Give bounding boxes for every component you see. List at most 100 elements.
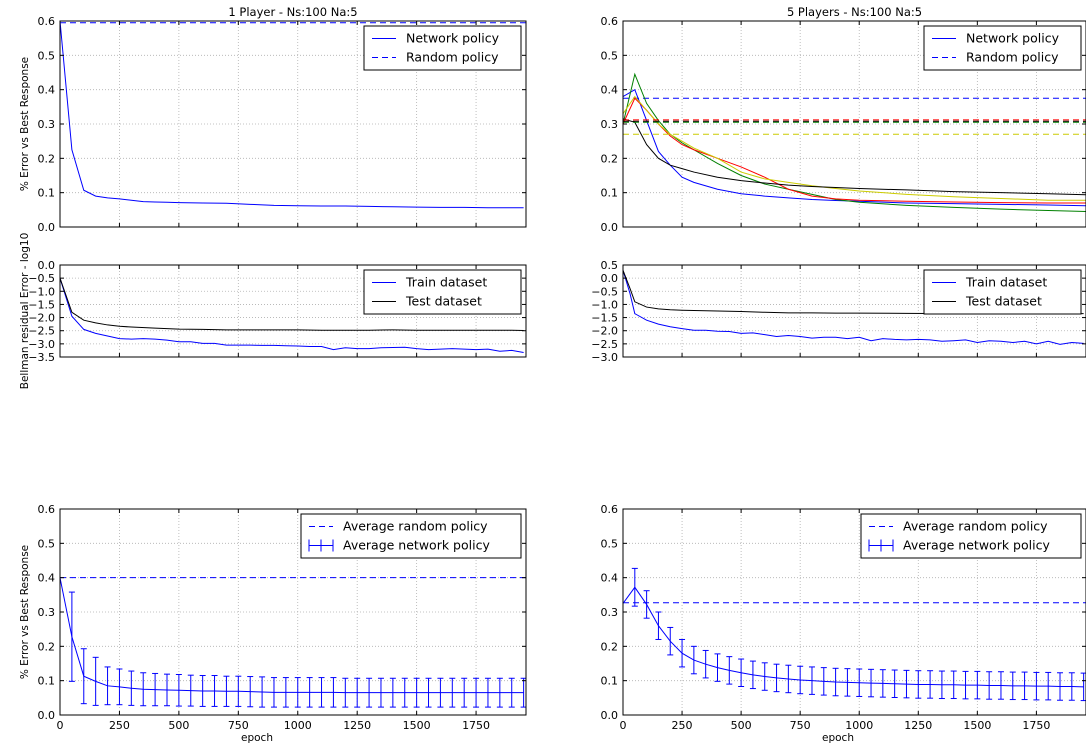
legend-entry: Average random policy: [309, 519, 488, 534]
series-line-6: [623, 118, 1086, 196]
series-line-1: [60, 277, 524, 354]
y-tick-label: 0.5: [38, 49, 56, 62]
x-tick-label: 1000: [845, 719, 873, 732]
legend-entry: Network policy: [372, 31, 500, 46]
y-tick-label: −1.5: [28, 298, 55, 311]
y-tick-label: 0.4: [38, 572, 56, 585]
y-tick-label: 0.0: [601, 272, 619, 285]
legend-box: [363, 269, 522, 315]
ticks: [59, 508, 526, 716]
series-line-1: [623, 88, 1086, 207]
x-tick-label: 1750: [462, 719, 490, 732]
legend-label: Average network policy: [343, 538, 490, 553]
x-tick-label: 1750: [1022, 719, 1050, 732]
y-tick-label: −3.0: [28, 338, 55, 351]
y-tick-label: 0.4: [601, 572, 619, 585]
x-tick-label: 0: [57, 719, 64, 732]
axes-frame: [59, 264, 527, 358]
plot-area: [60, 577, 526, 708]
y-tick-label: 0.5: [601, 537, 619, 550]
x-tick-label: 750: [228, 719, 249, 732]
legend-label: Train dataset: [405, 275, 487, 290]
y-tick-label: 0.6: [601, 15, 619, 28]
plot-area: [623, 72, 1086, 213]
chart-title: 5 Players - Ns:100 Na:5: [787, 5, 922, 19]
y-tick-label: 0.1: [601, 675, 619, 688]
chart-panel-3: −3.5−3.0−2.5−2.0−1.5−1.0−0.50.0 Bellman r…: [19, 233, 527, 390]
series-line-3: [623, 72, 1086, 213]
y-tick-label: −0.5: [591, 285, 618, 298]
y-tick-label: −1.0: [28, 285, 55, 298]
y-axis-title: % Error vs Best Response: [19, 545, 31, 679]
legend: Train dataset Test dataset: [923, 269, 1082, 315]
y-tick-label: 0.6: [38, 15, 56, 28]
y-tick-label: 0.2: [38, 152, 56, 165]
y-axis-title: Bellman residual Error - log10: [19, 233, 31, 390]
y-tick-label: 0.4: [38, 84, 56, 97]
x-axis-title-right: epoch: [822, 732, 854, 744]
y-tick-label: −3.5: [28, 351, 55, 364]
legend-box: [300, 513, 522, 559]
ticks: [622, 20, 1086, 228]
legend-label: Test dataset: [965, 294, 1042, 309]
x-tick-label: 1250: [343, 719, 371, 732]
legend-label: Average network policy: [903, 538, 1050, 553]
legend: Network policy Random policy: [363, 25, 522, 71]
y-tick-label: −2.0: [28, 312, 55, 325]
y-tick-label: 0.6: [601, 503, 619, 516]
legend: Average random policy Average network pol…: [860, 513, 1082, 559]
y-tick-label: 0.2: [601, 640, 619, 653]
chart-title: 1 Player - Ns:100 Na:5: [228, 5, 357, 19]
y-tick-label: −2.5: [591, 338, 618, 351]
x-tick-label: 1000: [284, 719, 312, 732]
ticks: [59, 20, 526, 228]
legend: Train dataset Test dataset: [363, 269, 522, 315]
legend-label: Test dataset: [405, 294, 482, 309]
y-tick-label: 0.2: [38, 640, 56, 653]
x-tick-label: 750: [790, 719, 811, 732]
axes-frame: [622, 264, 1086, 358]
legend-label: Train dataset: [965, 275, 1047, 290]
x-tick-label: 0: [620, 719, 627, 732]
legend-entry: Train dataset: [372, 275, 487, 290]
y-tick-label: 0.0: [38, 221, 56, 234]
y-tick-label: 0.3: [601, 118, 619, 131]
y-tick-label: 0.0: [601, 221, 619, 234]
y-tick-label: 0.1: [38, 187, 56, 200]
legend: Average random policy Average network pol…: [300, 513, 522, 559]
x-tick-label: 250: [109, 719, 130, 732]
legend-entry: Test dataset: [372, 294, 482, 309]
y-tick-label: 0.4: [601, 84, 619, 97]
y-tick-label: 0.1: [601, 187, 619, 200]
ticks: [622, 264, 1086, 358]
legend-entry: Random policy: [372, 50, 499, 65]
plot-area: [60, 21, 526, 209]
y-tick-label: 0.3: [38, 118, 56, 131]
plot-area: [623, 567, 1086, 702]
series-line-2: [60, 577, 524, 694]
series-line-2: [623, 586, 1084, 688]
legend-entry: Random policy: [932, 50, 1059, 65]
chart-panel-4: −3.0−2.5−2.0−1.5−1.0−0.50.00.5 Train data…: [591, 259, 1086, 364]
y-tick-label: 0.6: [38, 503, 56, 516]
x-tick-label: 1500: [403, 719, 431, 732]
x-axis-title-left: epoch: [241, 732, 273, 744]
legend-entry: Average network policy: [868, 538, 1050, 553]
y-tick-label: 0.5: [38, 537, 56, 550]
y-tick-label: 0.3: [601, 606, 619, 619]
series-line-1: [623, 270, 1084, 345]
x-tick-label: 1250: [904, 719, 932, 732]
y-tick-label: −2.0: [591, 325, 618, 338]
y-tick-label: 0.0: [38, 709, 56, 722]
x-tick-label: 1500: [963, 719, 991, 732]
error-bars: [631, 567, 1086, 702]
legend-label: Network policy: [406, 31, 500, 46]
chart-panel-6: 0.0 0.1 0.2 0.3 0.4 0.5 0.6 0 250 500 750 1000 1250 1…: [601, 503, 1086, 732]
grid: [59, 20, 526, 228]
y-tick-label: 0.0: [601, 709, 619, 722]
series-line-2: [60, 277, 524, 331]
legend-label: Network policy: [966, 31, 1060, 46]
chart-panel-5: 0.0 0.1 0.2 0.3 0.4 0.5 0.6 0 250 500 750 1000 1250 1…: [19, 503, 527, 732]
legend-entry: Network policy: [932, 31, 1060, 46]
